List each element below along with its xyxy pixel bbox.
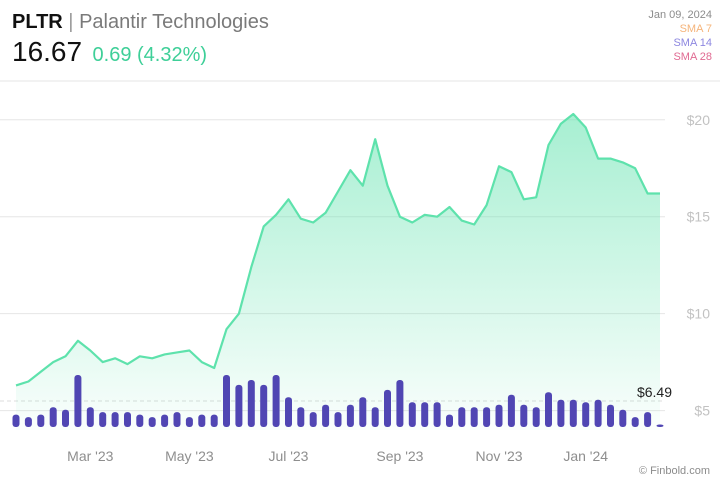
volume-bar bbox=[24, 417, 32, 427]
x-tick-label: Jan '24 bbox=[563, 448, 608, 464]
y-tick-label: $20 bbox=[687, 112, 711, 128]
volume-bar bbox=[247, 380, 255, 427]
chart-legend: Jan 09, 2024 SMA 7 SMA 14 SMA 28 bbox=[648, 8, 712, 64]
volume-bar bbox=[272, 375, 280, 427]
price-line bbox=[15, 112, 660, 387]
volume-bar bbox=[495, 404, 503, 427]
current-price: 16.67 bbox=[12, 36, 83, 67]
volume-bar bbox=[507, 394, 515, 427]
volume-bar bbox=[458, 407, 466, 427]
legend-date: Jan 09, 2024 bbox=[648, 9, 712, 21]
volume-bar bbox=[656, 424, 664, 427]
volume-bar bbox=[86, 407, 94, 427]
volume-bar bbox=[384, 389, 391, 427]
volume-bar bbox=[433, 402, 441, 427]
volume-bar bbox=[619, 409, 627, 427]
volume-bar bbox=[483, 407, 491, 427]
x-tick-label: Jul '23 bbox=[268, 448, 308, 464]
volume-bar bbox=[37, 414, 45, 427]
volume-bar bbox=[421, 402, 429, 427]
volume-bar bbox=[285, 397, 292, 427]
price-area bbox=[16, 114, 660, 430]
title-separator: | bbox=[68, 11, 74, 33]
volume-bar bbox=[111, 412, 119, 427]
price-line: 16.67 0.69 (4.32%) bbox=[12, 36, 269, 68]
volume-bar bbox=[309, 412, 317, 427]
ticker-symbol: PLTR bbox=[12, 11, 63, 33]
volume-bar bbox=[161, 414, 169, 427]
volume-bar bbox=[446, 414, 453, 427]
x-tick-label: May '23 bbox=[165, 448, 214, 464]
volume-bar bbox=[198, 414, 206, 427]
volume-bar bbox=[470, 407, 478, 427]
price-change: 0.69 (4.32%) bbox=[92, 44, 208, 66]
finbold-watermark: © Finbold.com bbox=[638, 465, 710, 477]
x-tick-label: Sep '23 bbox=[376, 448, 423, 464]
volume-bar bbox=[223, 375, 230, 427]
y-tick-label: $15 bbox=[687, 209, 711, 225]
legend-sma-14[interactable]: SMA 14 bbox=[673, 37, 712, 49]
volume-bar bbox=[185, 417, 193, 427]
volume-bar bbox=[569, 399, 577, 427]
volume-bar bbox=[297, 407, 305, 427]
volume-bar bbox=[235, 384, 243, 427]
volume-bar bbox=[520, 404, 528, 427]
volume-bar bbox=[12, 414, 20, 427]
volume-bar bbox=[631, 417, 639, 427]
volume-bar bbox=[346, 404, 354, 427]
volume-bar bbox=[545, 392, 552, 427]
volume-bar bbox=[322, 404, 330, 427]
volume-bar bbox=[124, 412, 131, 427]
x-tick-label: Mar '23 bbox=[67, 448, 113, 464]
volume-bar bbox=[148, 417, 156, 427]
volume-bar bbox=[210, 414, 218, 427]
volume-bar bbox=[582, 402, 590, 427]
volume-bar bbox=[532, 407, 540, 427]
volume-bar bbox=[99, 412, 107, 427]
volume-bar bbox=[644, 412, 652, 427]
company-name: Palantir Technologies bbox=[79, 11, 269, 33]
volume-bar bbox=[260, 384, 268, 427]
volume-bar bbox=[136, 414, 144, 427]
volume-bar bbox=[557, 399, 565, 427]
volume-bar bbox=[607, 404, 614, 427]
y-tick-label: $10 bbox=[687, 306, 711, 322]
volume-bar bbox=[359, 397, 367, 427]
volume-bar bbox=[173, 412, 181, 427]
y-tick-label: $5 bbox=[694, 403, 710, 419]
x-tick-label: Nov '23 bbox=[475, 448, 522, 464]
stock-header: PLTR | Palantir Technologies 16.67 0.69 … bbox=[12, 8, 269, 68]
volume-bar bbox=[62, 409, 69, 427]
ticker-line: PLTR | Palantir Technologies bbox=[12, 8, 269, 36]
volume-bar bbox=[49, 407, 57, 427]
volume-bar bbox=[408, 402, 416, 427]
volume-level-label: $6.49 bbox=[637, 384, 672, 400]
volume-bar bbox=[334, 412, 342, 427]
volume-bar bbox=[74, 375, 82, 427]
legend-sma-7[interactable]: SMA 7 bbox=[679, 23, 712, 35]
volume-bar bbox=[396, 380, 404, 427]
volume-bar bbox=[371, 407, 379, 427]
legend-sma-28[interactable]: SMA 28 bbox=[673, 51, 712, 63]
volume-bar bbox=[594, 399, 602, 427]
